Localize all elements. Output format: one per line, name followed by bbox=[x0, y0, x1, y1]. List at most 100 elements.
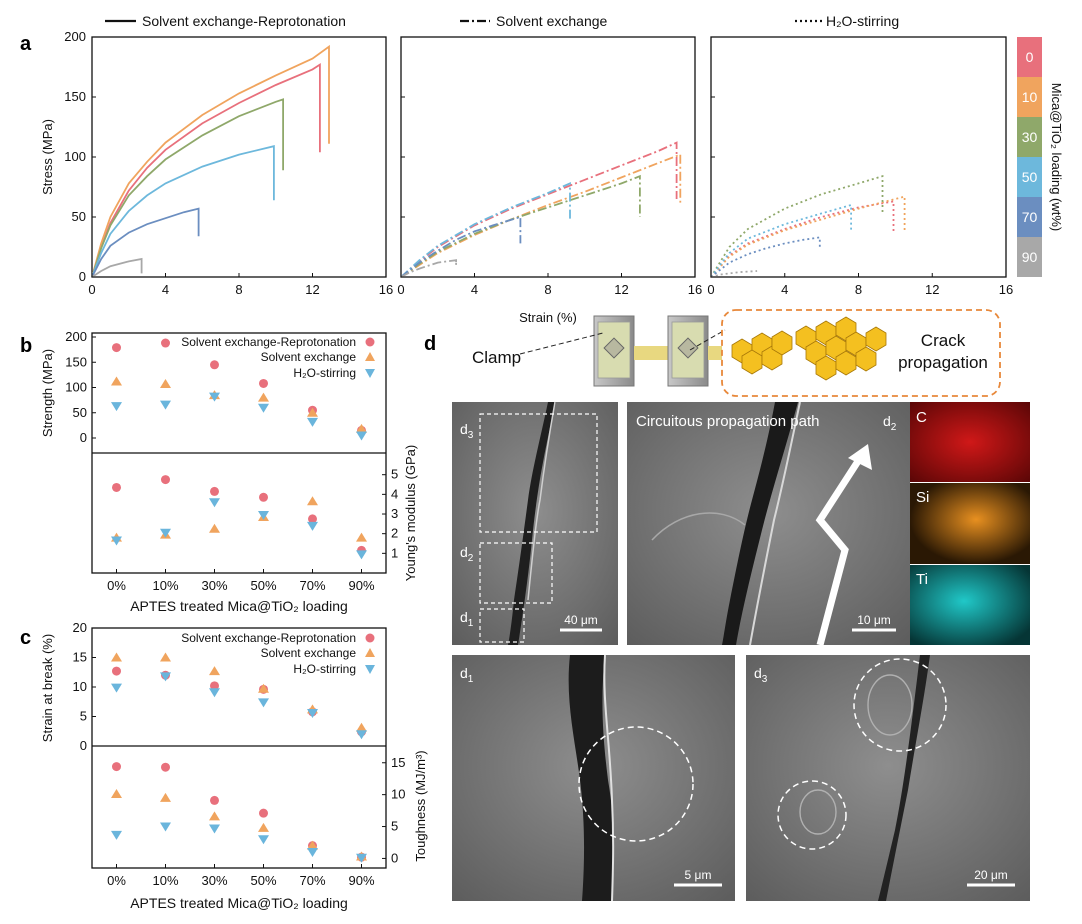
data-point-circle bbox=[210, 795, 219, 805]
legend-dotted-label: H₂O-stirring bbox=[826, 13, 899, 29]
xtick-label: 4 bbox=[471, 282, 478, 297]
panel-c-xlabel: APTES treated Mica@TiO₂ loading bbox=[130, 895, 348, 911]
c-legend-hs-marker bbox=[365, 665, 375, 674]
xtick-label: 12 bbox=[305, 282, 319, 297]
data-point-circle bbox=[161, 762, 170, 772]
data-point-circle bbox=[210, 681, 219, 691]
colorbar-segment bbox=[1017, 237, 1042, 277]
scale-40-label: 40 μm bbox=[564, 613, 598, 627]
series-50-curve bbox=[91, 145, 275, 278]
c-legend-ser: Solvent exchange-Reprotonation bbox=[181, 631, 356, 645]
data-point-triangle-up bbox=[209, 523, 220, 533]
data-point-circle bbox=[161, 475, 170, 485]
eds-maps: C Si Ti bbox=[910, 402, 1030, 645]
ytick-label: 150 bbox=[64, 89, 86, 104]
category-label: 70% bbox=[299, 578, 325, 593]
series-70-curve bbox=[91, 207, 200, 278]
svg-text:d3: d3 bbox=[460, 421, 474, 441]
series-0-curve bbox=[710, 200, 895, 278]
colorbar-segment bbox=[1017, 37, 1042, 77]
ytick-label: 150 bbox=[65, 354, 87, 369]
data-point-triangle-down bbox=[111, 402, 122, 412]
ytick-label: 5 bbox=[391, 819, 398, 834]
sem-overview-d3-letter: d bbox=[460, 421, 468, 437]
xtick-label: 8 bbox=[235, 282, 242, 297]
xtick-label: 0 bbox=[397, 282, 404, 297]
plot-a-left-frame bbox=[91, 36, 387, 278]
panel-a-legend-solid: Solvent exchange-Reprotonation bbox=[105, 13, 346, 29]
xtick-label: 4 bbox=[162, 282, 169, 297]
sem-d1-letter: d bbox=[460, 665, 468, 681]
colorbar-label: 30 bbox=[1022, 129, 1038, 145]
xtick-label: 4 bbox=[781, 282, 788, 297]
data-point-triangle-down bbox=[160, 400, 171, 410]
data-point-triangle-down bbox=[111, 830, 122, 840]
colorbar-segment bbox=[1017, 77, 1042, 117]
category-label: 30% bbox=[201, 873, 227, 888]
ytick-label: 3 bbox=[391, 506, 398, 521]
ytick-label: 10 bbox=[73, 679, 87, 694]
panel-b-label: b bbox=[20, 335, 32, 357]
category-label: 90% bbox=[348, 578, 374, 593]
b-legend-hs-marker bbox=[365, 369, 375, 378]
sem-d2-image: Circuitous propagation path d2 10 μm bbox=[627, 401, 910, 646]
data-point-triangle-up bbox=[160, 792, 171, 802]
data-point-triangle-down bbox=[111, 683, 122, 693]
ytick-label: 0 bbox=[80, 430, 87, 445]
panel-a-xlabel: Strain (%) bbox=[519, 310, 577, 325]
data-point-triangle-down bbox=[356, 431, 367, 441]
clamp-label: Clamp bbox=[472, 348, 521, 367]
svg-text:d3: d3 bbox=[754, 665, 768, 685]
data-point-triangle-down bbox=[356, 853, 367, 863]
series-90-curve bbox=[400, 259, 458, 278]
ytick-label: 50 bbox=[72, 209, 86, 224]
ytick-label: 0 bbox=[79, 269, 86, 284]
panel-c-legend: Solvent exchange-Reprotonation Solvent e… bbox=[181, 631, 375, 676]
legend-dashdot-label: Solvent exchange bbox=[496, 13, 608, 29]
data-point-triangle-down bbox=[160, 672, 171, 682]
scale-20-label: 20 μm bbox=[974, 868, 1008, 882]
data-point-triangle-down bbox=[307, 417, 318, 427]
eds-silicon-map bbox=[910, 483, 1030, 564]
colorbar-segment bbox=[1017, 157, 1042, 197]
panel-a-legend-dotted: H₂O-stirring bbox=[795, 13, 899, 29]
data-point-triangle-up bbox=[160, 652, 171, 662]
eds-label-c: C bbox=[916, 409, 927, 426]
ytick-label: 2 bbox=[391, 526, 398, 541]
colorbar-title: Mica@TiO₂ loading (wt%) bbox=[1049, 83, 1064, 232]
eds-label-ti: Ti bbox=[916, 571, 928, 588]
sem-d3-image: d3 20 μm bbox=[746, 655, 1030, 901]
colorbar-label: 90 bbox=[1022, 249, 1038, 265]
data-point-triangle-down bbox=[209, 392, 220, 402]
xtick-label: 16 bbox=[999, 282, 1013, 297]
series-10-curve bbox=[710, 195, 906, 278]
ytick-label: 1 bbox=[391, 545, 398, 560]
d3-highlight-circle-2 bbox=[777, 780, 847, 850]
series-10-curve bbox=[91, 44, 330, 278]
ytick-label: 50 bbox=[73, 405, 87, 420]
colorbar-label: 50 bbox=[1022, 169, 1038, 185]
ytick-label: 10 bbox=[391, 787, 405, 802]
propagation-arrow bbox=[815, 453, 865, 646]
data-point-triangle-down bbox=[209, 688, 220, 698]
category-label: 30% bbox=[201, 578, 227, 593]
sem-overview-d2-sub: 2 bbox=[468, 553, 474, 564]
category-label: 10% bbox=[152, 578, 178, 593]
data-point-circle bbox=[259, 378, 268, 388]
data-point-triangle-up bbox=[356, 423, 367, 433]
c-legend-hs: H₂O-stirring bbox=[293, 662, 356, 676]
b-legend-hs: H₂O-stirring bbox=[293, 366, 356, 380]
b-legend-ser: Solvent exchange-Reprotonation bbox=[181, 335, 356, 349]
circuitous-path-label: Circuitous propagation path bbox=[636, 413, 819, 430]
xtick-label: 0 bbox=[88, 282, 95, 297]
eds-label-si: Si bbox=[916, 489, 929, 506]
category-label: 0% bbox=[107, 578, 126, 593]
xtick-label: 12 bbox=[614, 282, 628, 297]
roi-d1 bbox=[479, 608, 525, 643]
clamp-schematic bbox=[593, 315, 722, 387]
series-10-curve bbox=[400, 153, 682, 278]
ytick-label: 200 bbox=[64, 29, 86, 44]
data-point-triangle-down bbox=[356, 730, 367, 740]
data-point-triangle-up bbox=[356, 532, 367, 542]
sem-overview-d3-sub: 3 bbox=[468, 430, 474, 441]
